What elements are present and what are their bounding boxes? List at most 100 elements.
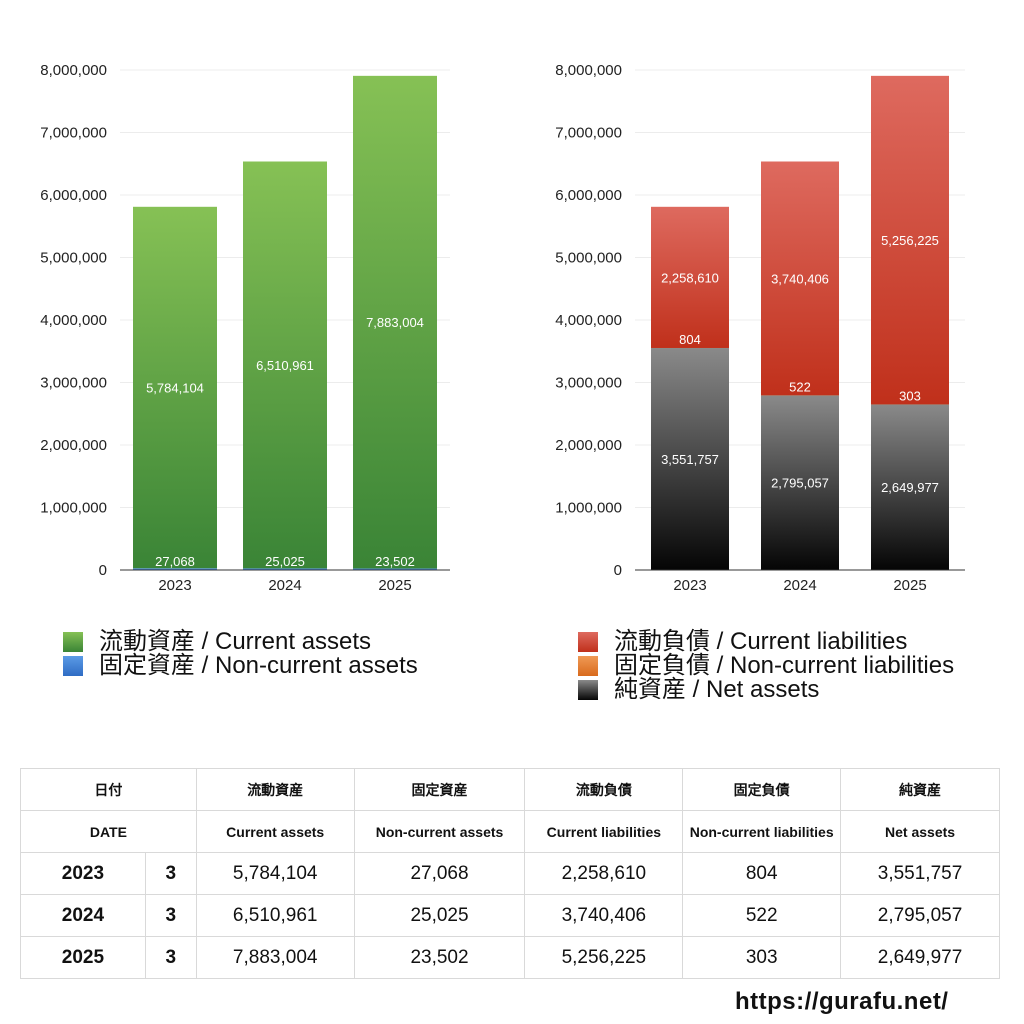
- y-tick-label: 3,000,000: [555, 375, 622, 392]
- value-cell: 522: [682, 894, 842, 937]
- x-tick-label: 2025: [378, 577, 411, 594]
- y-tick-label: 5,000,000: [555, 250, 622, 267]
- header-cell: 固定負債: [682, 768, 842, 811]
- data-label: 522: [789, 379, 811, 394]
- table-row: 2025 3 7,883,004 23,502 5,256,225 303 2,…: [20, 936, 1000, 979]
- value-cell: 804: [682, 852, 842, 895]
- month-cell: 3: [144, 852, 197, 895]
- value-cell: 27,068: [353, 852, 526, 895]
- table-row: 2023 3 5,784,104 27,068 2,258,610 804 3,…: [20, 852, 1000, 895]
- legend-item-current-assets: 流動資産 / Current assets: [63, 630, 418, 654]
- y-tick-label: 3,000,000: [40, 375, 107, 392]
- x-tick-label: 2023: [673, 577, 706, 594]
- table-header-en: DATE Current assets Non-current assets C…: [20, 810, 1000, 853]
- header-cell: Non-current assets: [353, 810, 526, 853]
- data-label: 2,258,610: [661, 270, 719, 285]
- header-cell: Current assets: [195, 810, 355, 853]
- data-label: 804: [679, 332, 701, 347]
- value-cell: 2,649,977: [840, 936, 1000, 979]
- x-tick-label: 2024: [783, 577, 816, 594]
- x-tick-label: 2025: [893, 577, 926, 594]
- legend-swatch-current-liabilities: [578, 632, 598, 652]
- value-cell: 6,510,961: [195, 894, 355, 937]
- value-cell: 2,258,610: [524, 852, 684, 895]
- data-label: 25,025: [265, 554, 305, 569]
- value-cell: 5,784,104: [195, 852, 355, 895]
- y-tick-label: 4,000,000: [40, 312, 107, 329]
- legend-label: 流動資産 / Current assets: [99, 628, 372, 655]
- y-tick-label: 5,000,000: [40, 250, 107, 267]
- bar-segment: [243, 161, 327, 569]
- value-cell: 5,256,225: [524, 936, 684, 979]
- assets-legend: 流動資産 / Current assets 固定資産 / Non-current…: [63, 630, 418, 678]
- bar-segment: [243, 568, 327, 570]
- site-url[interactable]: https://gurafu.net/: [735, 988, 949, 1015]
- legend-item-non-current-liabilities: 固定負債 / Non-current liabilities: [578, 654, 954, 678]
- data-label: 23,502: [375, 554, 415, 569]
- data-label: 5,784,104: [146, 381, 204, 396]
- bar-segment: [133, 206, 217, 569]
- y-tick-label: 2,000,000: [40, 437, 107, 454]
- y-tick-label: 1,000,000: [555, 500, 622, 517]
- header-cell: DATE: [20, 810, 197, 853]
- bar-segment: [651, 206, 729, 348]
- assets-chart: 0 1,000,000 2,000,000 3,000,000 4,000,000 5,0…: [40, 62, 450, 594]
- month-cell: 3: [144, 894, 197, 937]
- month-cell: 3: [144, 936, 197, 979]
- y-tick-label: 0: [614, 562, 622, 579]
- legend-label: 固定負債 / Non-current liabilities: [614, 652, 955, 679]
- value-cell: 3,551,757: [840, 852, 1000, 895]
- header-cell: 固定資産: [353, 768, 526, 811]
- y-tick-label: 6,000,000: [40, 187, 107, 204]
- data-label: 303: [899, 388, 921, 403]
- header-cell: Current liabilities: [524, 810, 684, 853]
- y-tick-label: 7,000,000: [555, 125, 622, 142]
- legend-swatch-net-assets: [578, 680, 598, 700]
- bar-segment: [353, 568, 437, 570]
- legend-label: 流動負債 / Current liabilities: [614, 628, 908, 655]
- header-cell: 流動資産: [195, 768, 355, 811]
- legend-item-current-liabilities: 流動負債 / Current liabilities: [578, 630, 954, 654]
- financial-table: 日付 流動資産 固定資産 流動負債 固定負債 純資産 DATE Current …: [20, 768, 1000, 979]
- data-label: 3,551,757: [661, 452, 719, 467]
- year-cell: 2024: [20, 894, 146, 937]
- y-tick-label: 1,000,000: [40, 500, 107, 517]
- bar-segment: [353, 75, 437, 569]
- data-label: 27,068: [155, 554, 195, 569]
- bar-segment: [651, 348, 729, 570]
- y-tick-label: 8,000,000: [555, 62, 622, 79]
- liabilities-chart: 0 1,000,000 2,000,000 3,000,000 4,000,000 5,0…: [555, 62, 965, 594]
- x-tick-label: 2023: [158, 577, 191, 594]
- table-row: 2024 3 6,510,961 25,025 3,740,406 522 2,…: [20, 894, 1000, 937]
- liabilities-legend: 流動負債 / Current liabilities 固定負債 / Non-cu…: [578, 630, 954, 702]
- data-label: 2,795,057: [771, 476, 829, 491]
- header-cell: Non-current liabilities: [682, 810, 842, 853]
- legend-swatch-non-current-liabilities: [578, 656, 598, 676]
- value-cell: 2,795,057: [840, 894, 1000, 937]
- data-label: 6,510,961: [256, 358, 314, 373]
- value-cell: 25,025: [353, 894, 526, 937]
- value-cell: 7,883,004: [195, 936, 355, 979]
- legend-label: 固定資産 / Non-current assets: [99, 652, 418, 679]
- bar-segment: [761, 395, 839, 570]
- legend-swatch-current-assets: [63, 632, 83, 652]
- year-cell: 2025: [20, 936, 146, 979]
- legend-item-net-assets: 純資産 / Net assets: [578, 678, 954, 702]
- header-cell: 流動負債: [524, 768, 684, 811]
- value-cell: 303: [682, 936, 842, 979]
- bar-segment: [871, 75, 949, 405]
- bar-segment: [871, 404, 949, 570]
- data-label: 5,256,225: [881, 233, 939, 248]
- year-cell: 2023: [20, 852, 146, 895]
- y-tick-label: 2,000,000: [555, 437, 622, 454]
- x-tick-label: 2024: [268, 577, 301, 594]
- y-tick-label: 0: [99, 562, 107, 579]
- legend-label: 純資産 / Net assets: [614, 676, 820, 703]
- y-tick-label: 4,000,000: [555, 312, 622, 329]
- legend-swatch-non-current-assets: [63, 656, 83, 676]
- data-label: 3,740,406: [771, 271, 829, 286]
- legend-item-non-current-assets: 固定資産 / Non-current assets: [63, 654, 418, 678]
- bar-segment: [761, 161, 839, 396]
- value-cell: 23,502: [353, 936, 526, 979]
- header-cell: Net assets: [840, 810, 1000, 853]
